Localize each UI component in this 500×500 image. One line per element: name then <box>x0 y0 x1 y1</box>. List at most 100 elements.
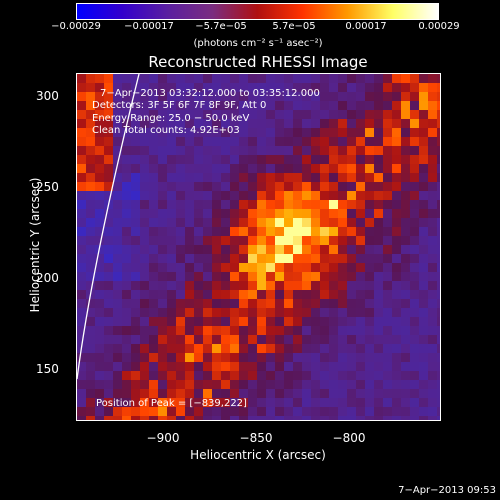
image-pixel <box>374 200 384 210</box>
image-pixel <box>140 407 150 417</box>
image-pixel <box>311 245 321 255</box>
image-pixel <box>239 191 249 201</box>
image-pixel <box>176 299 186 309</box>
image-pixel <box>329 74 339 84</box>
image-pixel <box>302 182 312 192</box>
image-pixel <box>158 164 168 174</box>
image-pixel <box>284 344 294 354</box>
image-pixel <box>329 407 339 417</box>
image-pixel <box>266 308 276 318</box>
image-pixel <box>104 164 114 174</box>
image-pixel <box>437 407 440 417</box>
image-pixel <box>284 416 294 420</box>
image-pixel <box>419 380 429 390</box>
image-pixel <box>275 74 285 84</box>
image-pixel <box>212 272 222 282</box>
image-pixel <box>239 164 249 174</box>
image-pixel <box>320 191 330 201</box>
image-pixel <box>248 227 258 237</box>
image-pixel <box>320 155 330 165</box>
image-pixel <box>284 272 294 282</box>
image-pixel <box>356 245 366 255</box>
image-pixel <box>383 173 393 183</box>
image-pixel <box>194 146 204 156</box>
image-pixel <box>176 92 186 102</box>
image-pixel <box>248 263 258 273</box>
image-pixel <box>239 371 249 381</box>
image-pixel <box>293 137 303 147</box>
image-pixel <box>347 236 357 246</box>
image-pixel <box>203 263 213 273</box>
image-pixel <box>176 119 186 129</box>
image-pixel <box>239 110 249 120</box>
image-pixel <box>347 92 357 102</box>
image-pixel <box>347 173 357 183</box>
image-pixel <box>113 263 123 273</box>
image-pixel <box>284 371 294 381</box>
image-pixel <box>131 380 141 390</box>
image-pixel <box>266 380 276 390</box>
image-pixel <box>284 308 294 318</box>
image-pixel <box>275 128 285 138</box>
image-pixel <box>239 263 249 273</box>
image-pixel <box>383 92 393 102</box>
image-pixel <box>131 119 141 129</box>
image-pixel <box>311 83 321 93</box>
image-pixel <box>221 101 231 111</box>
image-pixel <box>77 353 87 363</box>
image-pixel <box>383 218 393 228</box>
image-pixel <box>437 92 440 102</box>
image-pixel <box>311 317 321 327</box>
image-pixel <box>221 236 231 246</box>
image-pixel <box>113 308 123 318</box>
image-pixel <box>302 245 312 255</box>
image-pixel <box>365 74 375 84</box>
image-pixel <box>77 326 87 336</box>
image-pixel <box>212 407 222 417</box>
image-pixel <box>419 155 429 165</box>
colorbar-tick-label: 0.00017 <box>345 21 387 32</box>
image-pixel <box>230 263 240 273</box>
image-pixel <box>158 155 168 165</box>
image-pixel <box>284 335 294 345</box>
image-pixel <box>104 74 114 84</box>
y-tick-label: 150 <box>36 362 59 376</box>
image-pixel <box>347 128 357 138</box>
image-pixel <box>149 371 159 381</box>
image-pixel <box>77 191 87 201</box>
image-pixel <box>140 380 150 390</box>
image-pixel <box>158 326 168 336</box>
image-pixel <box>410 92 420 102</box>
image-pixel <box>284 398 294 408</box>
image-pixel <box>365 218 375 228</box>
image-pixel <box>194 227 204 237</box>
image-pixel <box>131 353 141 363</box>
image-pixel <box>185 380 195 390</box>
image-pixel <box>221 407 231 417</box>
image-pixel <box>392 344 402 354</box>
image-pixel <box>347 317 357 327</box>
image-pixel <box>311 128 321 138</box>
image-pixel <box>320 218 330 228</box>
image-pixel <box>401 110 411 120</box>
image-plot <box>76 73 441 421</box>
image-pixel <box>239 218 249 228</box>
image-pixel <box>410 209 420 219</box>
image-pixel <box>275 416 285 420</box>
image-pixel <box>149 173 159 183</box>
x-axis-label: Heliocentric X (arcsec) <box>190 448 326 462</box>
image-pixel <box>365 173 375 183</box>
image-pixel <box>104 389 114 399</box>
image-pixel <box>257 398 267 408</box>
image-pixel <box>275 137 285 147</box>
image-pixel <box>284 164 294 174</box>
image-pixel <box>401 290 411 300</box>
image-pixel <box>356 191 366 201</box>
image-pixel <box>311 371 321 381</box>
image-pixel <box>401 83 411 93</box>
image-pixel <box>248 164 258 174</box>
image-pixel <box>401 398 411 408</box>
image-pixel <box>77 281 87 291</box>
image-pixel <box>95 182 105 192</box>
image-pixel <box>212 344 222 354</box>
